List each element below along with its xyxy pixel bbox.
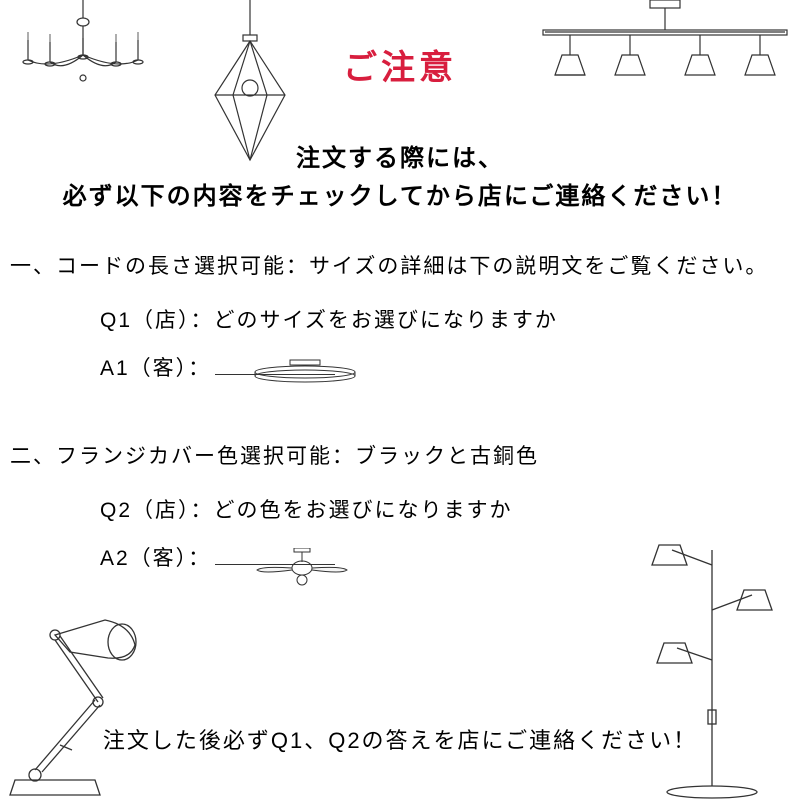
- chandelier-icon: [8, 0, 158, 110]
- a1-label: A1（客）：: [100, 357, 211, 380]
- section-flange-color: 二、フランジカバー色選択可能：ブラックと古銅色 Q2（店）：どの色をお選びになり…: [10, 440, 790, 590]
- section-cord-length: 一、コードの長さ選択可能：サイズの詳細は下の説明文をご覧ください。 Q1（店）：…: [10, 250, 790, 400]
- q2-text: どの色をお選びになりますか: [214, 499, 513, 522]
- section2-heading: 二、フランジカバー色選択可能：ブラックと古銅色: [10, 440, 790, 470]
- notice-title: ご注意: [343, 40, 457, 89]
- subtitle-line2: 必ず以下の内容をチェックしてから店にご連絡ください！: [63, 183, 738, 210]
- track-light-icon: [530, 0, 800, 120]
- a1-blank: [215, 374, 335, 375]
- a1-line: A1（客）：: [100, 352, 790, 382]
- desk-lamp-icon: [0, 600, 180, 800]
- q1-text: どのサイズをお選びになりますか: [214, 309, 558, 332]
- section1-heading: 一、コードの長さ選択可能：サイズの詳細は下の説明文をご覧ください。: [10, 250, 790, 280]
- a2-label: A2（客）：: [100, 547, 211, 570]
- q2-label: Q2（店）：: [100, 499, 214, 522]
- q2-line: Q2（店）：どの色をお選びになりますか: [100, 494, 790, 524]
- a2-blank: [215, 564, 335, 565]
- q1-line: Q1（店）：どのサイズをお選びになりますか: [100, 304, 790, 334]
- subtitle-line1: 注文する際には、: [296, 145, 504, 172]
- footer-note: 注文した後必ずQ1、Q2の答えを店にご連絡ください！: [0, 723, 800, 755]
- a2-line: A2（客）：: [100, 542, 790, 572]
- q1-label: Q1（店）：: [100, 309, 214, 332]
- notice-subtitle: 注文する際には、 必ず以下の内容をチェックしてから店にご連絡ください！: [0, 140, 800, 217]
